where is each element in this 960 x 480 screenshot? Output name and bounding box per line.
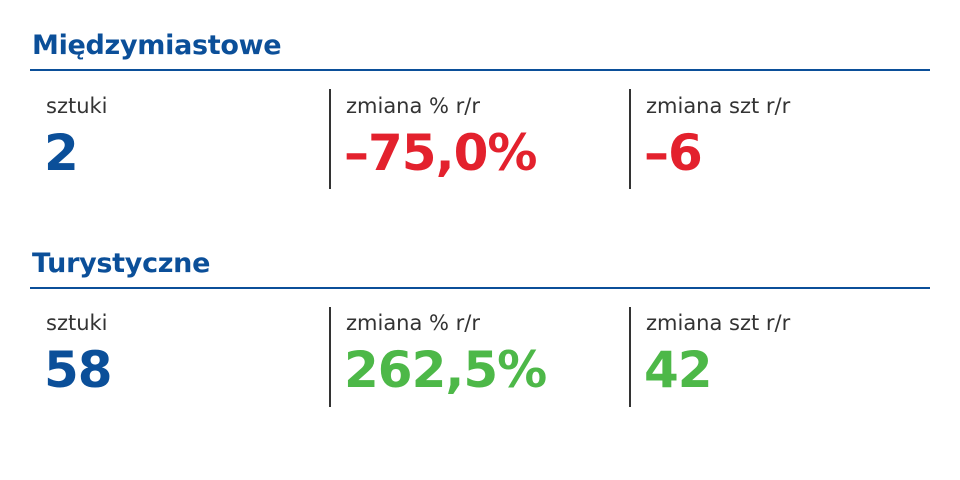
- metric-value: –6: [644, 124, 703, 182]
- metric-label: sztuki: [46, 94, 108, 118]
- metric-label: zmiana % r/r: [346, 94, 481, 118]
- metric-value: 262,5%: [344, 341, 547, 399]
- metric-value: 58: [44, 341, 113, 399]
- metric-value: –75,0%: [344, 124, 537, 182]
- section-title: Turystyczne: [32, 248, 211, 279]
- divider: [629, 89, 631, 189]
- metric-label: sztuki: [46, 311, 108, 335]
- metric-value: 2: [44, 124, 79, 182]
- section-title: Międzymiastowe: [32, 30, 282, 61]
- divider: [329, 89, 331, 189]
- rule: [30, 287, 930, 289]
- metric-label: zmiana szt r/r: [646, 311, 791, 335]
- metric-label: zmiana % r/r: [346, 311, 481, 335]
- metric-value: 42: [644, 341, 713, 399]
- divider: [629, 307, 631, 407]
- divider: [329, 307, 331, 407]
- rule: [30, 69, 930, 71]
- metric-label: zmiana szt r/r: [646, 94, 791, 118]
